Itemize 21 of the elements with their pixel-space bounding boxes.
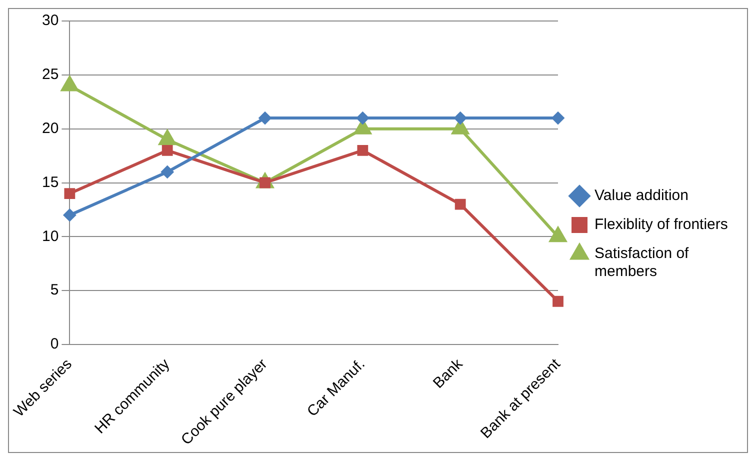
y-tick-label: 5 — [50, 282, 59, 299]
point — [64, 188, 76, 199]
legend-label: Satisfaction of members — [594, 245, 690, 280]
point — [552, 296, 564, 307]
legend-label: Flexiblity of frontiers — [594, 216, 728, 234]
point — [454, 198, 466, 210]
y-tick-label: 0 — [50, 336, 59, 353]
point — [357, 144, 368, 156]
y-tick-label: 25 — [42, 66, 59, 84]
legend-label: Value addition — [594, 187, 688, 204]
point — [552, 112, 564, 125]
point — [162, 144, 173, 156]
y-tick-label: 30 — [42, 12, 59, 30]
y-tick-label: 10 — [42, 228, 59, 245]
point — [356, 112, 370, 125]
point — [160, 165, 174, 178]
point — [454, 112, 467, 125]
y-tick-label: 20 — [42, 120, 59, 137]
point — [63, 208, 76, 222]
y-tick-label: 15 — [42, 174, 59, 191]
point — [258, 112, 272, 125]
